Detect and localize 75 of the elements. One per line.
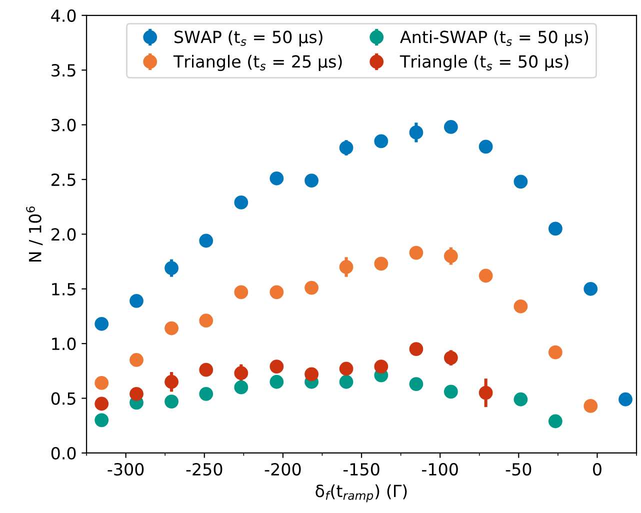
y-tick-label: 4.0: [51, 9, 76, 22]
point: [374, 134, 388, 148]
point: [304, 367, 318, 382]
y-tick-label: 0.0: [51, 446, 76, 460]
legend-label: Anti-SWAP (t$_{s}$ = 50 μs): [400, 30, 588, 47]
point: [94, 376, 109, 390]
point: [304, 280, 318, 295]
point: [444, 249, 458, 264]
point: [514, 174, 528, 189]
y-tick-label: 2.5: [52, 173, 76, 186]
point: [548, 345, 562, 360]
point: [130, 353, 144, 367]
legend-label: Triangle (t$_{s}$ = 25 μs): [173, 54, 342, 72]
point: [130, 294, 144, 308]
point: [304, 174, 318, 188]
point: [164, 374, 178, 389]
point: [409, 342, 424, 356]
y-tick-label: 3.5: [52, 64, 76, 77]
point: [409, 246, 424, 260]
point: [339, 140, 354, 155]
point: [94, 396, 109, 411]
point: [584, 282, 598, 296]
y-tick-label: 0.5: [51, 392, 76, 405]
point: [164, 261, 178, 276]
point: [478, 386, 493, 400]
point: [164, 321, 178, 336]
y-tick-label: 1.0: [52, 338, 76, 350]
x-tick-label: -100: [422, 462, 458, 476]
point: [164, 394, 178, 409]
point: [270, 374, 284, 389]
y-axis-title: N / 10$^{6}$: [26, 206, 43, 262]
x-tick-label: -300: [108, 462, 144, 476]
point: [444, 120, 458, 134]
point: [270, 360, 284, 374]
point: [199, 314, 214, 328]
point: [339, 374, 354, 389]
point: [584, 398, 598, 413]
point: [444, 384, 458, 399]
point: [130, 386, 144, 401]
x-tick-label: -50: [506, 462, 532, 476]
point: [409, 377, 424, 392]
point: [199, 362, 214, 377]
point: [478, 268, 493, 283]
x-tick-label: -200: [264, 462, 301, 476]
point: [270, 285, 284, 300]
point: [548, 222, 562, 236]
point: [339, 260, 354, 274]
point: [339, 362, 354, 376]
point: [618, 392, 632, 406]
y-tick-label: 2.0: [52, 228, 76, 241]
x-tick-label: -150: [343, 462, 380, 476]
point: [94, 316, 109, 331]
legend-label: SWAP (t$_{s}$ = 50 μs): [174, 30, 322, 46]
point: [374, 256, 388, 271]
point: [270, 171, 284, 186]
point: [94, 413, 109, 428]
point: [514, 392, 528, 406]
point: [478, 140, 493, 154]
point: [234, 366, 248, 380]
point: [234, 196, 248, 210]
x-tick-label: 0: [593, 462, 602, 476]
x-axis-title: δ$_{f}$(t$_{ramp}$) (Γ): [316, 484, 407, 502]
y-tick-label: 3.0: [52, 118, 76, 132]
point: [548, 414, 562, 428]
point: [199, 234, 214, 248]
x-tick-label: -250: [186, 462, 222, 476]
point: [374, 360, 388, 374]
point: [409, 126, 424, 140]
point: [234, 380, 248, 394]
point: [444, 350, 458, 365]
point: [514, 299, 528, 314]
point: [234, 285, 248, 300]
y-tick-label: 1.5: [52, 283, 76, 296]
point: [199, 386, 214, 401]
legend-label: Triangle (t$_{s}$ = 50 μs): [400, 54, 568, 72]
